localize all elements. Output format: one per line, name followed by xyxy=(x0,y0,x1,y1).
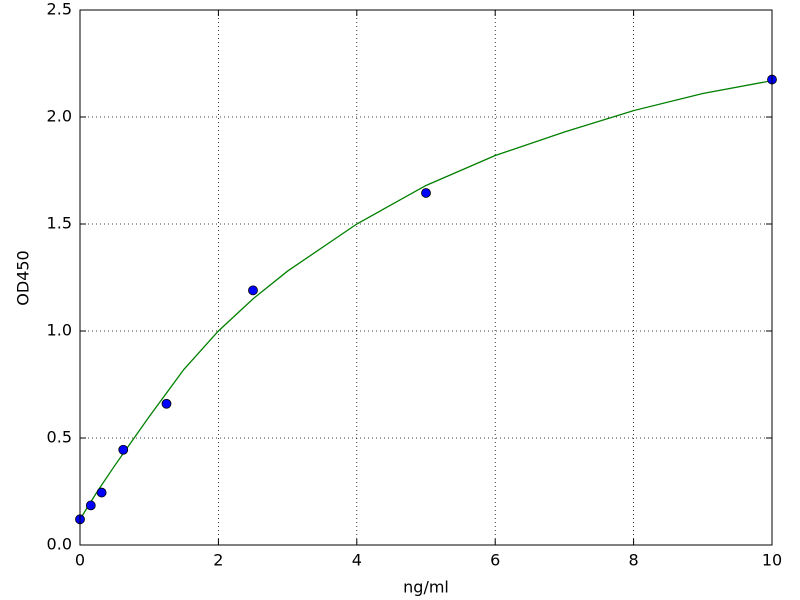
x-tick-label: 0 xyxy=(75,551,85,570)
y-tick-label: 1.5 xyxy=(47,214,72,233)
y-tick-label: 0.5 xyxy=(47,428,72,447)
data-point xyxy=(96,487,107,498)
x-tick-label: 4 xyxy=(352,551,362,570)
data-point xyxy=(118,444,129,455)
x-tick-label: 2 xyxy=(213,551,223,570)
data-point xyxy=(161,398,172,409)
x-tick-label: 6 xyxy=(490,551,500,570)
plot-frame xyxy=(79,9,773,546)
data-point xyxy=(248,285,258,296)
y-tick-label: 0.0 xyxy=(47,535,72,554)
data-point xyxy=(421,188,431,198)
y-tick-label: 2.5 xyxy=(47,0,72,19)
x-tick-label: 10 xyxy=(762,551,782,570)
x-tick-label: 8 xyxy=(629,551,639,570)
data-point xyxy=(85,500,96,511)
y-tick-label: 2.0 xyxy=(47,107,72,126)
y-tick-label: 1.0 xyxy=(47,321,72,340)
x-axis-label: ng/ml xyxy=(403,578,449,597)
y-axis-label: OD450 xyxy=(14,250,33,305)
